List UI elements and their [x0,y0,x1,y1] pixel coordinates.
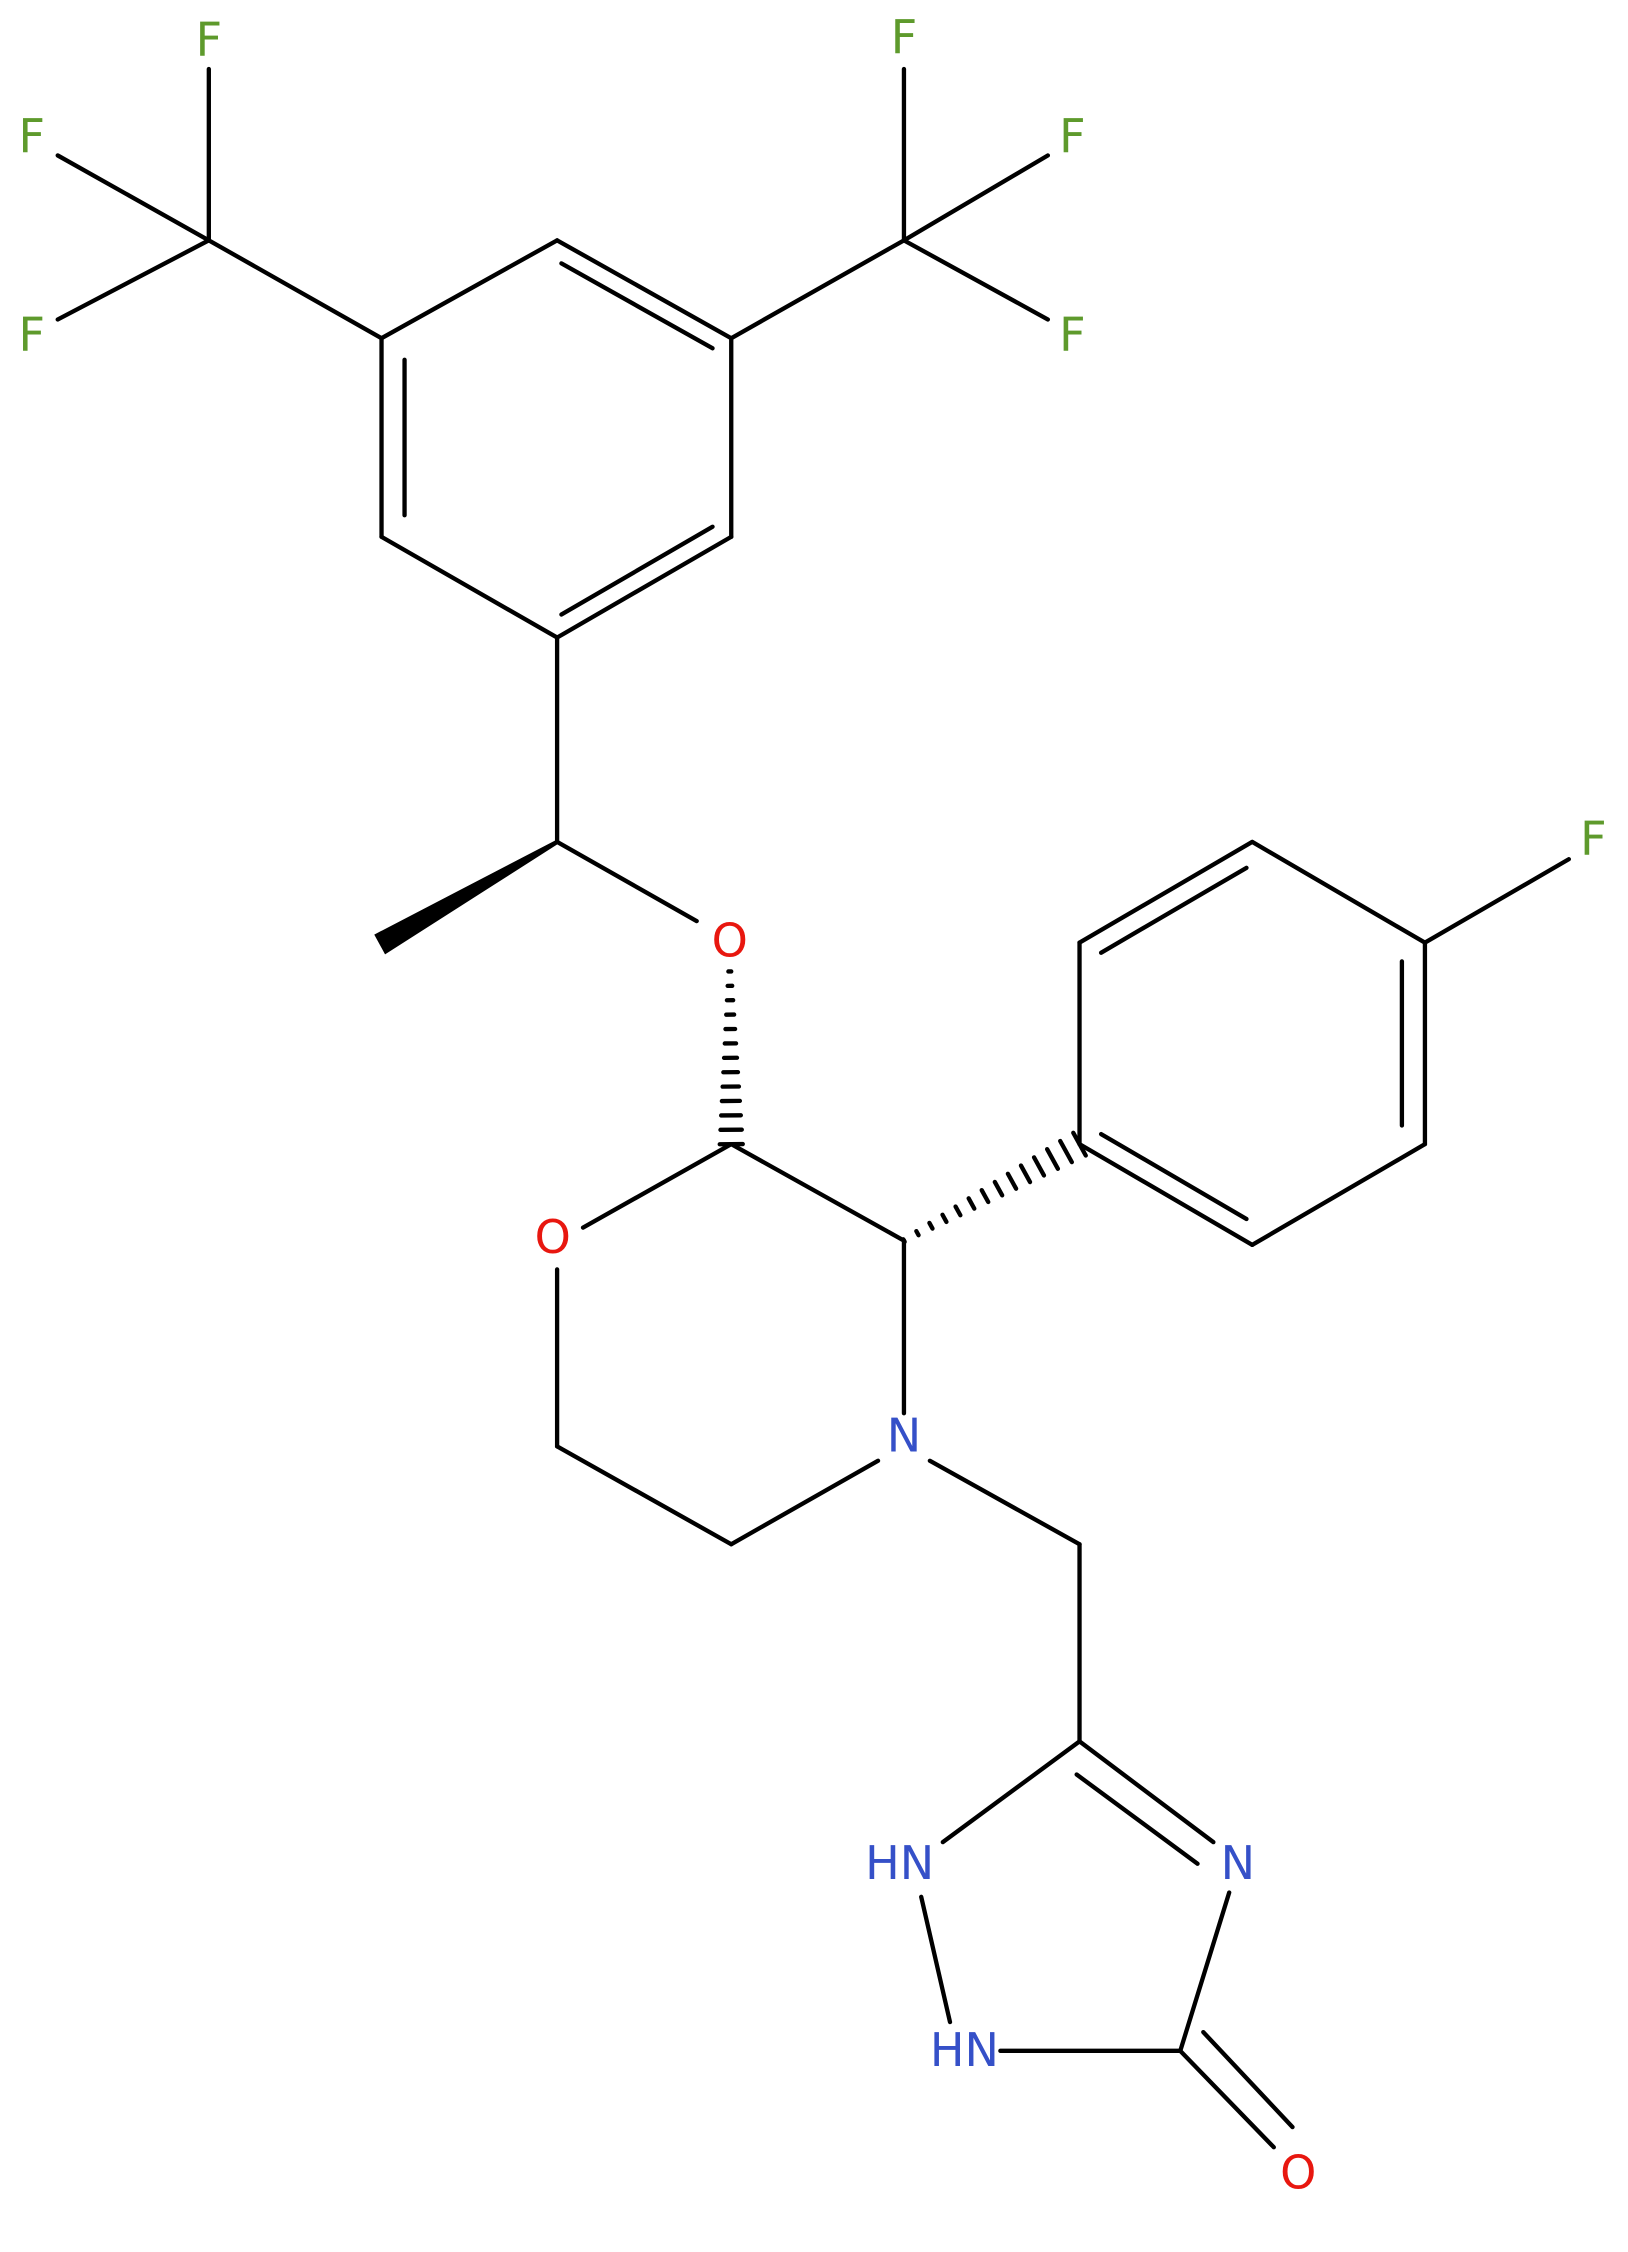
atom-label: F [1059,109,1086,163]
atom-label: N [887,1409,921,1463]
hash-line [1021,1166,1030,1182]
atom-label: F [891,10,918,64]
atom-label: O [535,1210,571,1264]
atom-label: F [196,13,223,67]
hash-line [929,1223,932,1229]
hash-line [903,1239,904,1242]
hash-line [916,1231,918,1235]
hash-line [969,1198,975,1208]
atom-label: F [19,109,45,163]
atom-label: HN [930,2023,999,2077]
hash-line [956,1207,961,1216]
hash-line [1060,1141,1072,1162]
hash-line [942,1215,946,1222]
hash-line [1034,1157,1044,1175]
atom-label: F [1580,811,1606,865]
atom-labels: F F F F F F O O F N HN N HN O [19,10,1607,2200]
atom-label: N [1221,1836,1255,1890]
atom-label: HN [865,1836,934,1890]
atom-label: F [19,308,45,362]
hash-line [1047,1149,1058,1169]
atom-label: O [1280,2146,1316,2200]
hash-line [995,1182,1002,1195]
bonds [58,69,1569,2147]
hash-line [1008,1174,1016,1189]
hash-line [982,1190,989,1202]
stereo-bonds [720,971,1086,1241]
atom-label: F [1059,308,1086,362]
atom-label: O [712,914,748,968]
